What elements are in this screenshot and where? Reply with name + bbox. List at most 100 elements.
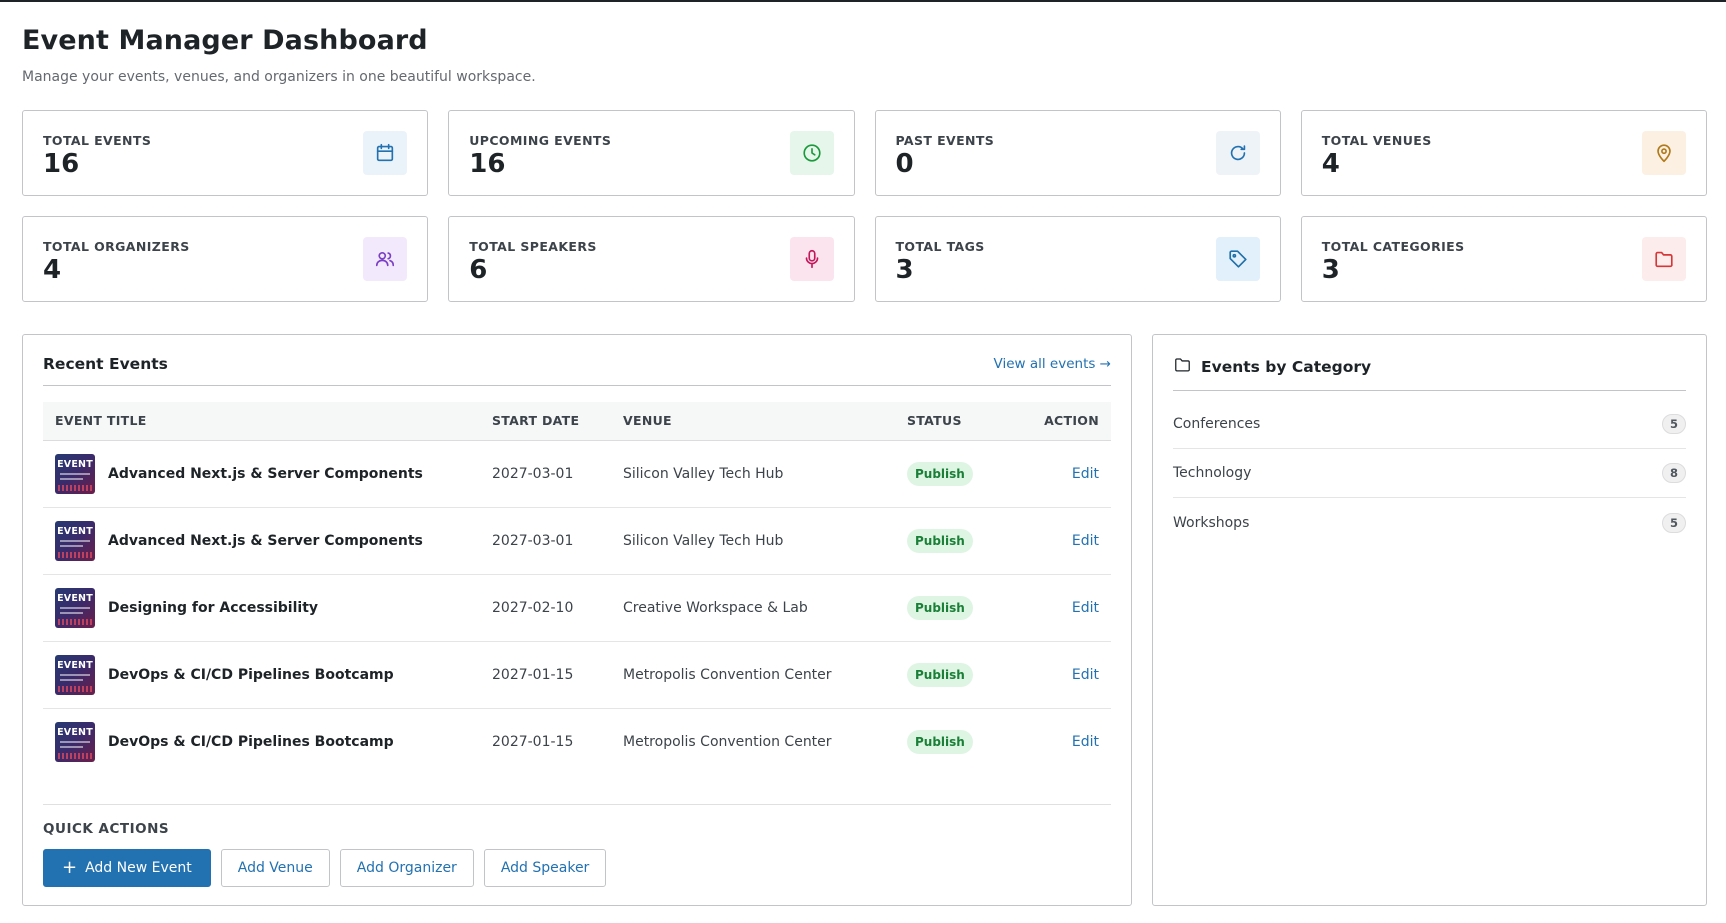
event-start-date: 2027-01-15 xyxy=(492,733,574,750)
event-venue: Metropolis Convention Center xyxy=(623,641,907,709)
add-venue-button[interactable]: Add Venue xyxy=(220,849,330,887)
event-action-cell: Edit xyxy=(1039,708,1111,775)
event-title: DevOps & CI/CD Pipelines Bootcamp xyxy=(108,666,394,683)
category-item[interactable]: Technology 8 xyxy=(1173,449,1686,498)
stat-label: UPCOMING EVENTS xyxy=(469,133,612,148)
event-start-date: 2027-02-10 xyxy=(492,574,623,642)
recent-events-title: Recent Events xyxy=(43,355,168,373)
recent-events-header: Recent Events View all events → xyxy=(43,355,1111,386)
event-thumbnail: EVENT xyxy=(55,721,95,762)
stat-card-total-speakers: TOTAL SPEAKERS 6 xyxy=(448,216,855,302)
stat-card-total-tags: TOTAL TAGS 3 xyxy=(874,216,1281,302)
table-row: EVENT Advanced Next.js & Server Componen… xyxy=(43,507,1111,575)
category-name: Workshops xyxy=(1173,514,1250,531)
event-status-cell: Publish xyxy=(907,440,1039,508)
category-name: Conferences xyxy=(1173,416,1261,432)
clock-icon xyxy=(789,131,834,175)
recent-events-table: EVENT TITLE START DATE VENUE STATUS ACTI… xyxy=(43,402,1111,775)
stat-value: 6 xyxy=(469,255,488,285)
stat-label: TOTAL EVENTS xyxy=(43,133,152,148)
edit-event-link[interactable]: Edit xyxy=(1071,532,1099,549)
map-pin-icon xyxy=(1642,131,1686,175)
event-status-cell: Publish xyxy=(907,641,1039,709)
edit-event-link[interactable]: Edit xyxy=(1071,465,1099,482)
stat-value: 3 xyxy=(1321,255,1340,285)
stat-value: 16 xyxy=(43,149,80,179)
status-badge: Publish xyxy=(907,461,973,486)
folder-icon xyxy=(1173,355,1192,378)
table-header-row: EVENT TITLE START DATE VENUE STATUS ACTI… xyxy=(43,402,1111,441)
stat-value: 0 xyxy=(895,149,914,179)
event-status-cell: Publish xyxy=(907,708,1039,775)
events-by-category-title: Events by Category xyxy=(1201,357,1372,376)
microphone-icon xyxy=(789,237,834,281)
event-action-cell: Edit xyxy=(1039,440,1111,508)
edit-event-link[interactable]: Edit xyxy=(1071,733,1099,750)
table-row: EVENT Advanced Next.js & Server Componen… xyxy=(43,440,1111,508)
add-new-event-label: Add New Event xyxy=(85,860,192,876)
event-start-date: 2027-01-15 xyxy=(492,641,623,709)
edit-event-link[interactable]: Edit xyxy=(1071,599,1099,616)
event-thumbnail: EVENT xyxy=(55,453,95,494)
stat-value: 16 xyxy=(469,149,506,179)
column-header-event-title: EVENT TITLE xyxy=(43,402,492,441)
stat-label: TOTAL TAGS xyxy=(895,239,985,254)
stat-label: TOTAL CATEGORIES xyxy=(1321,239,1465,254)
edit-event-link[interactable]: Edit xyxy=(1071,666,1099,683)
stat-label: TOTAL ORGANIZERS xyxy=(43,239,190,254)
stat-card-upcoming-events: UPCOMING EVENTS 16 xyxy=(448,110,855,196)
stat-card-total-events: TOTAL EVENTS 16 xyxy=(22,110,429,196)
category-count-badge: 8 xyxy=(1661,463,1686,483)
page-title: Event Manager Dashboard xyxy=(22,25,428,56)
event-status-cell: Publish xyxy=(907,574,1039,642)
category-name: Technology xyxy=(1173,465,1252,481)
event-title-cell: EVENT Advanced Next.js & Server Componen… xyxy=(43,507,492,575)
column-header-venue: VENUE xyxy=(623,402,907,441)
status-badge: Publish xyxy=(907,595,973,620)
calendar-icon xyxy=(363,131,408,175)
quick-actions-label: QUICK ACTIONS xyxy=(43,821,170,837)
event-title: Advanced Next.js & Server Components xyxy=(108,532,423,549)
stat-label: TOTAL VENUES xyxy=(1321,133,1432,148)
quick-actions: QUICK ACTIONS + Add New Event Add Venue … xyxy=(43,804,1111,887)
stat-value: 4 xyxy=(43,255,62,285)
event-title: DevOps & CI/CD Pipelines Bootcamp xyxy=(108,733,394,750)
page-subtitle: Manage your events, venues, and organize… xyxy=(22,69,536,85)
event-venue: Metropolis Convention Center xyxy=(623,733,832,750)
event-venue: Creative Workspace & Lab xyxy=(623,574,907,642)
add-new-event-button[interactable]: + Add New Event xyxy=(43,849,211,887)
event-thumbnail: EVENT xyxy=(55,520,95,561)
stat-label: PAST EVENTS xyxy=(895,133,995,148)
stat-value: 3 xyxy=(895,255,914,285)
users-icon xyxy=(363,237,408,281)
event-venue: Silicon Valley Tech Hub xyxy=(623,440,907,508)
event-title-cell: EVENT DevOps & CI/CD Pipelines Bootcamp xyxy=(43,641,492,709)
tag-icon xyxy=(1215,237,1260,281)
event-start-date: 2027-03-01 xyxy=(492,440,623,508)
add-speaker-button[interactable]: Add Speaker xyxy=(483,849,607,887)
column-header-start-date: START DATE xyxy=(492,402,623,441)
view-all-events-link[interactable]: View all events → xyxy=(993,356,1111,372)
category-item[interactable]: Workshops 5 xyxy=(1173,498,1686,547)
status-badge: Publish xyxy=(907,528,973,553)
event-status-cell: Publish xyxy=(907,507,1039,575)
event-venue: Silicon Valley Tech Hub xyxy=(623,507,907,575)
table-row: EVENT DevOps & CI/CD Pipelines Bootcamp … xyxy=(43,641,1111,709)
plus-icon: + xyxy=(62,857,78,878)
folder-icon xyxy=(1642,237,1686,281)
stat-card-total-categories: TOTAL CATEGORIES 3 xyxy=(1300,216,1707,302)
category-item[interactable]: Conferences 5 xyxy=(1173,400,1686,449)
event-title-cell: EVENT Designing for Accessibility xyxy=(43,574,492,642)
event-title: Advanced Next.js & Server Components xyxy=(108,465,423,482)
stat-value: 4 xyxy=(1321,149,1340,179)
event-title: Designing for Accessibility xyxy=(108,599,319,616)
category-count-badge: 5 xyxy=(1661,512,1686,533)
status-badge: Publish xyxy=(907,729,973,754)
add-organizer-button[interactable]: Add Organizer xyxy=(339,849,474,887)
stat-card-past-events: PAST EVENTS 0 xyxy=(874,110,1281,196)
event-title-cell: EVENT DevOps & CI/CD Pipelines Bootcamp xyxy=(43,708,492,775)
stat-card-total-organizers: TOTAL ORGANIZERS 4 xyxy=(22,216,429,302)
column-header-action: ACTION xyxy=(1039,402,1111,441)
category-count-badge: 5 xyxy=(1661,414,1686,434)
stat-card-total-venues: TOTAL VENUES 4 xyxy=(1300,110,1707,196)
